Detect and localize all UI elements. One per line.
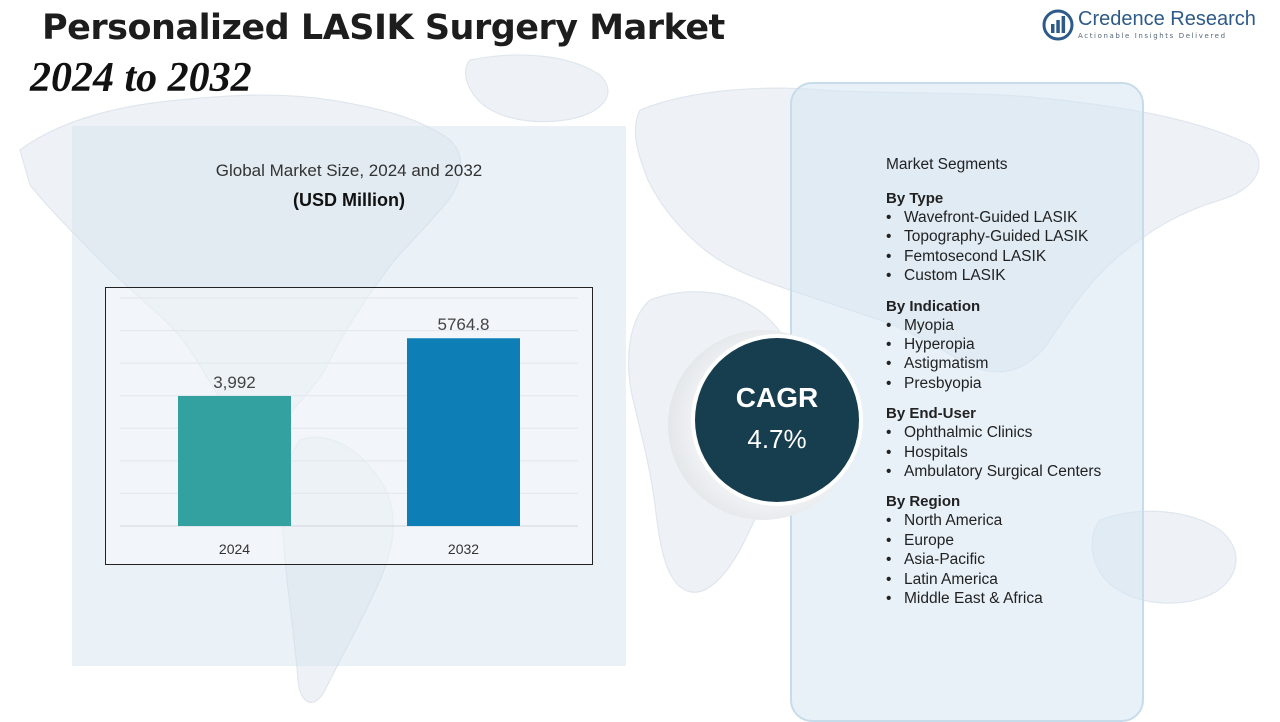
x-tick-label: 2024 (219, 541, 250, 557)
segment-group: By IndicationMyopiaHyperopiaAstigmatismP… (886, 297, 1146, 394)
segments-title: Market Segments (886, 156, 1008, 173)
segment-item: Middle East & Africa (886, 589, 1146, 608)
segment-heading: By Indication (886, 297, 981, 315)
segment-list: MyopiaHyperopiaAstigmatismPresbyopia (886, 316, 1146, 394)
segment-group: By TypeWavefront-Guided LASIKTopography-… (886, 189, 1146, 286)
segment-groups: By TypeWavefront-Guided LASIKTopography-… (886, 189, 1146, 609)
segment-list: Wavefront-Guided LASIKTopography-Guided … (886, 208, 1146, 286)
segment-item: Topography-Guided LASIK (886, 227, 1146, 246)
cagr-label: CAGR (735, 382, 819, 413)
cagr-badge: CAGR 4.7% (695, 338, 859, 502)
bar-chart: 3,992 2024 5764.8 2032 (105, 287, 593, 565)
logo-name: Credence Research (1078, 8, 1256, 30)
segment-item: Hyperopia (886, 335, 1146, 354)
segment-group: By End-UserOphthalmic ClinicsHospitalsAm… (886, 404, 1146, 481)
bar-2032 (407, 338, 520, 526)
segment-list: Ophthalmic ClinicsHospitalsAmbulatory Su… (886, 423, 1146, 481)
logo-tagline: Actionable Insights Delivered (1078, 32, 1227, 40)
segment-item: Latin America (886, 570, 1146, 589)
segment-item: Presbyopia (886, 374, 1146, 393)
segment-heading: By End-User (886, 405, 977, 423)
segment-item: Astigmatism (886, 354, 1146, 373)
segment-item: Ambulatory Surgical Centers (886, 462, 1146, 481)
segment-item: Hospitals (886, 443, 1146, 462)
segment-item: Asia-Pacific (886, 550, 1146, 569)
page-subtitle: 2024 to 2032 (30, 55, 252, 101)
segment-list: North AmericaEuropeAsia-PacificLatin Ame… (886, 511, 1146, 608)
segment-group: By RegionNorth AmericaEuropeAsia-Pacific… (886, 492, 1146, 608)
segment-item: North America (886, 511, 1146, 530)
segment-item: Custom LASIK (886, 266, 1146, 285)
segment-item: Myopia (886, 316, 1146, 335)
segment-heading: By Region (886, 493, 961, 511)
segment-heading: By Type (886, 190, 944, 207)
market-segments: Market Segments By TypeWavefront-Guided … (886, 156, 1146, 620)
segment-item: Ophthalmic Clinics (886, 423, 1146, 442)
bar-2024 (178, 395, 291, 526)
cagr-value: 4.7% (747, 424, 807, 454)
chart-unit: (USD Million) (293, 190, 405, 210)
page-title: Personalized LASIK Surgery Market (42, 8, 725, 48)
data-label: 3,992 (213, 373, 256, 392)
segment-item: Wavefront-Guided LASIK (886, 208, 1146, 227)
segment-item: Femtosecond LASIK (886, 247, 1146, 266)
bar-chart-svg: 3,992 2024 5764.8 2032 (120, 297, 578, 557)
x-tick-label: 2032 (448, 541, 479, 557)
segment-item: Europe (886, 531, 1146, 550)
company-logo: Credence Research Actionable Insights De… (1040, 8, 1260, 44)
data-label: 5764.8 (438, 315, 490, 334)
chart-title: Global Market Size, 2024 and 2032 (215, 161, 483, 180)
logo-icon (1042, 9, 1074, 41)
